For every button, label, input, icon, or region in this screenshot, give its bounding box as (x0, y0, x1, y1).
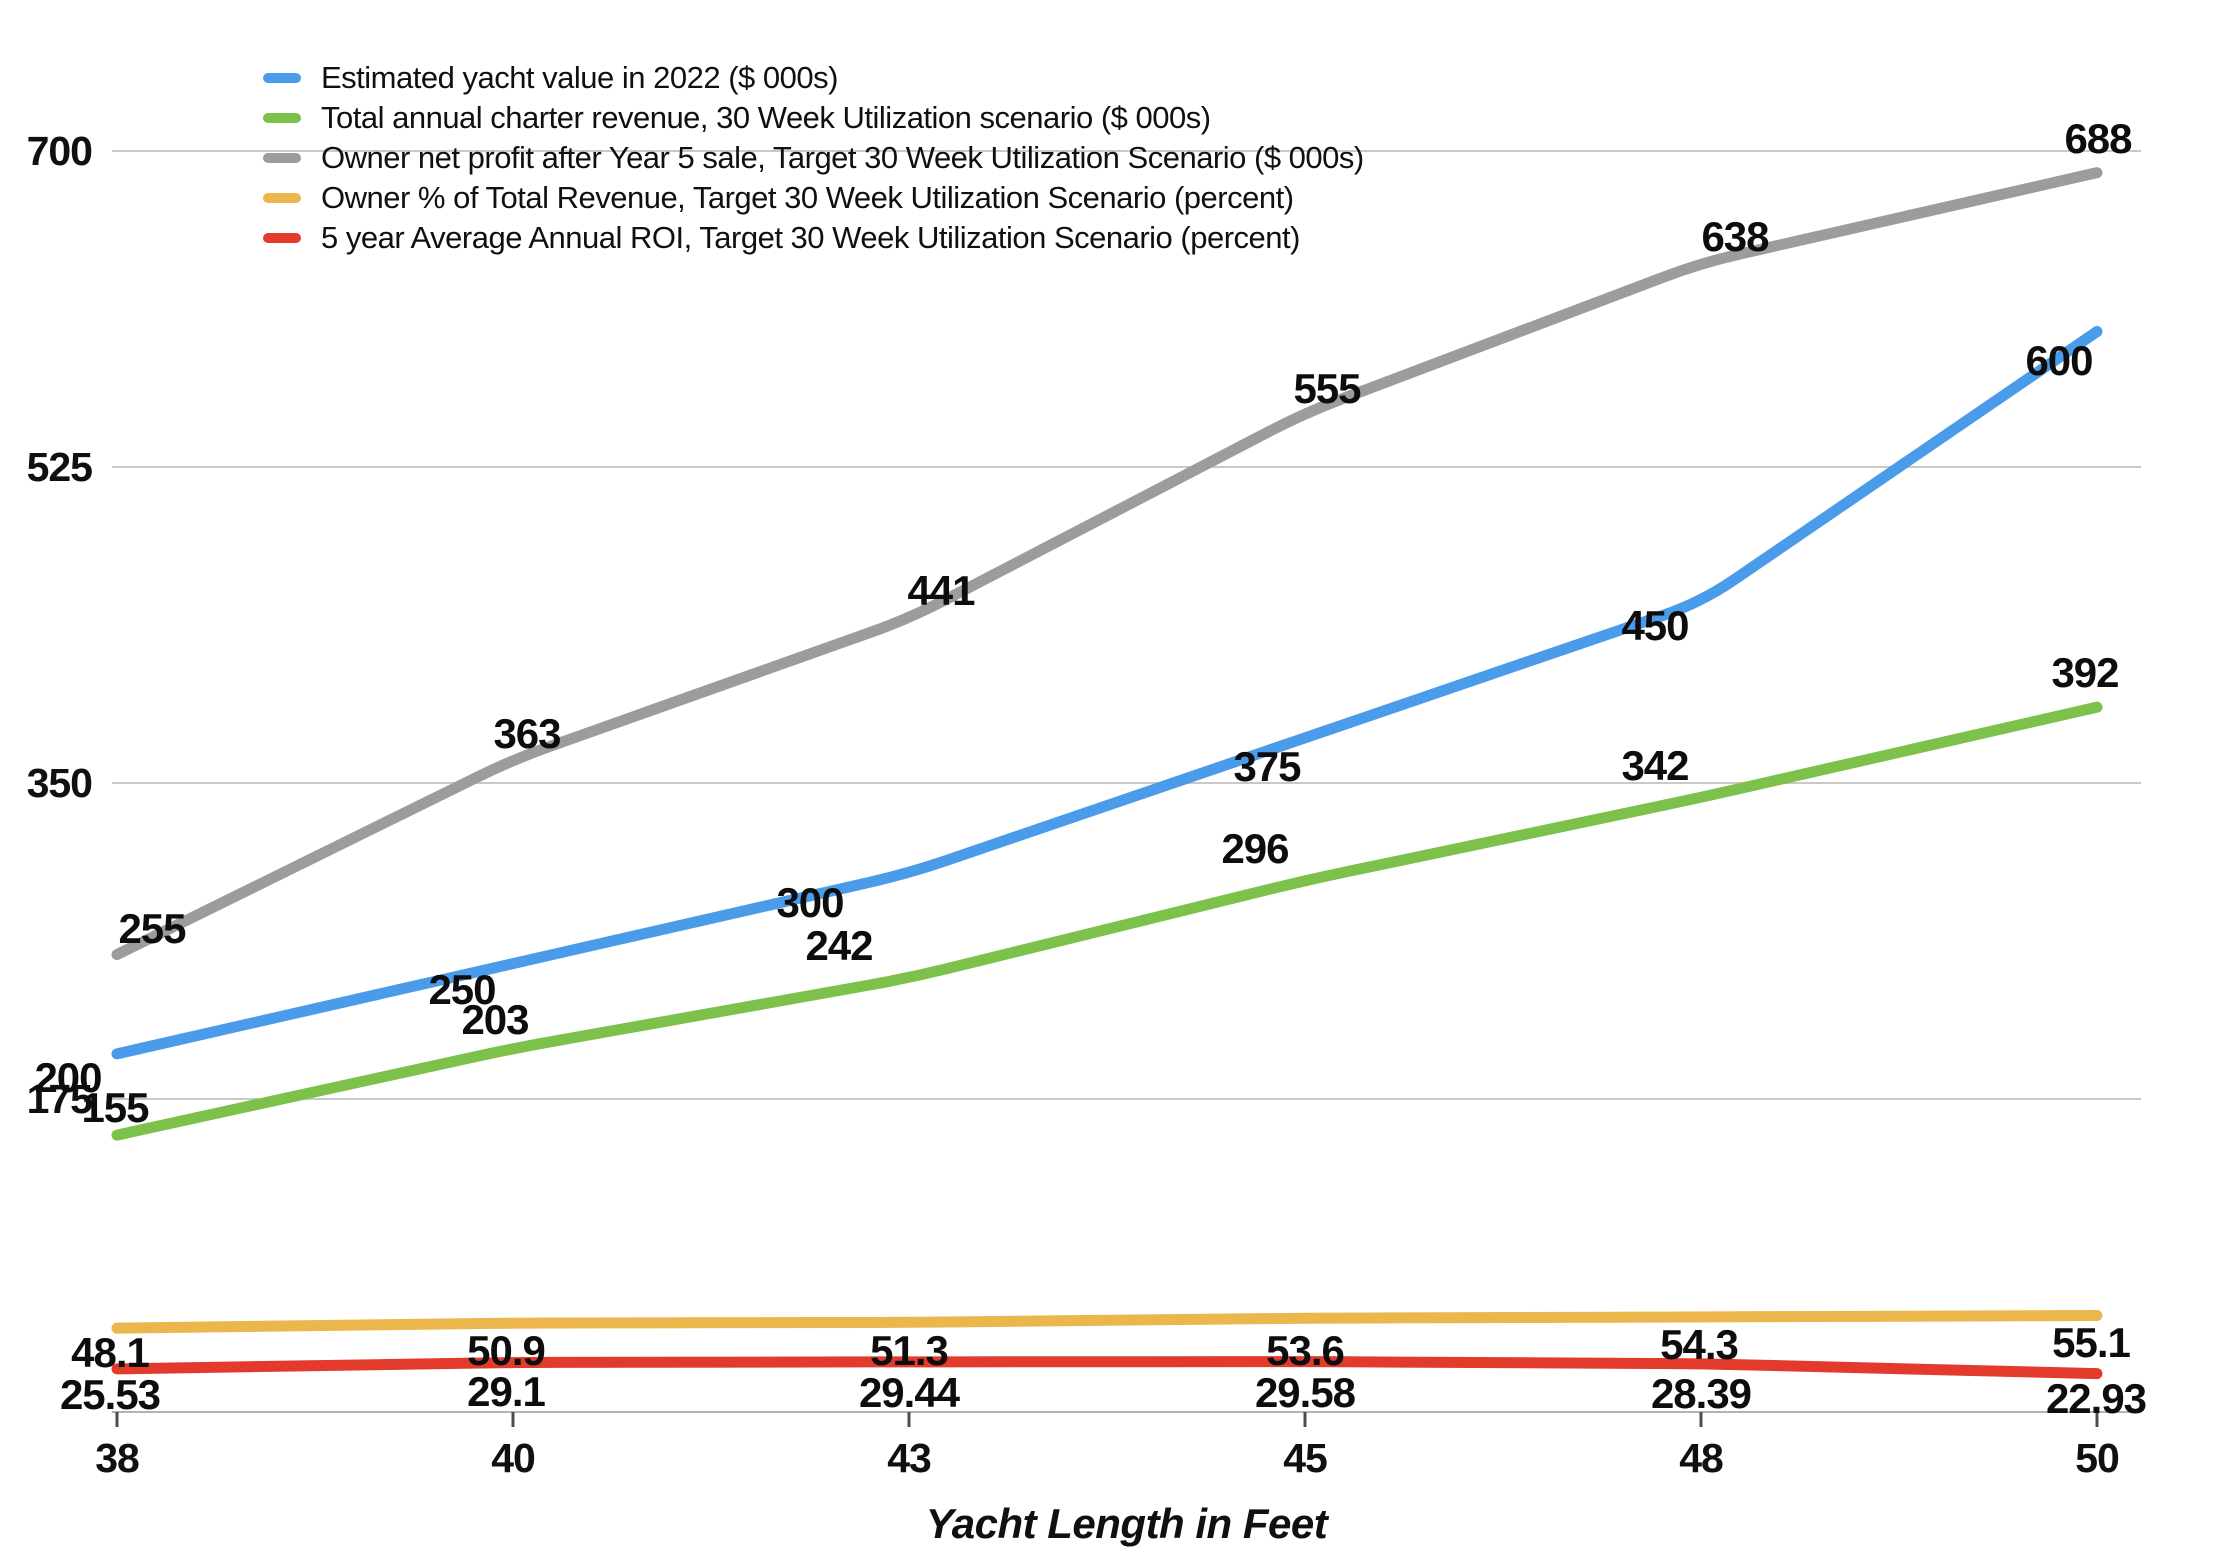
x-axis-label-43: 43 (887, 1435, 931, 1481)
y-axis-label-525: 525 (27, 444, 93, 490)
data-label-series1-pt1: 203 (461, 996, 528, 1043)
data-label-series4-pt0: 25.53 (60, 1371, 160, 1418)
legend-label: Estimated yacht value in 2022 ($ 000s) (321, 60, 838, 95)
legend-item-2: Owner net profit after Year 5 sale, Targ… (263, 138, 1364, 178)
series-line-3 (111, 1310, 2103, 1334)
x-axis-label-48: 48 (1679, 1435, 1723, 1481)
legend-swatch-icon (263, 153, 301, 163)
data-label-series3-pt5: 55.1 (2052, 1319, 2130, 1366)
data-label-series1-pt3: 296 (1221, 825, 1288, 872)
data-label-series4-pt4: 28.39 (1651, 1370, 1751, 1417)
series-line-1 (111, 701, 2103, 1141)
x-axis-label-45: 45 (1283, 1435, 1327, 1481)
legend-item-4: 5 year Average Annual ROI, Target 30 Wee… (263, 218, 1364, 258)
data-label-series2-pt2: 441 (907, 567, 975, 614)
x-axis-label-40: 40 (491, 1435, 535, 1481)
data-label-series0-pt3: 375 (1233, 743, 1301, 790)
data-label-series2-pt1: 363 (493, 710, 560, 757)
data-label-series2-pt3: 555 (1293, 365, 1361, 412)
data-label-series4-pt2: 29.44 (859, 1369, 961, 1416)
legend-label: Owner % of Total Revenue, Target 30 Week… (321, 180, 1294, 215)
data-label-series4-pt5: 22.93 (2046, 1375, 2146, 1422)
data-label-series1-pt4: 342 (1621, 742, 1688, 789)
data-label-series1-pt5: 392 (2051, 649, 2118, 696)
legend-item-3: Owner % of Total Revenue, Target 30 Week… (263, 178, 1364, 218)
series-line-2 (111, 167, 2103, 961)
data-label-series3-pt0: 48.1 (71, 1329, 149, 1376)
y-axis-label-350: 350 (27, 760, 93, 806)
data-label-series0-pt1: 250 (428, 966, 495, 1013)
y-axis-label-175: 175 (27, 1076, 93, 1122)
chart-legend: Estimated yacht value in 2022 ($ 000s) To… (263, 58, 1364, 258)
data-label-series3-pt1: 50.9 (467, 1327, 545, 1374)
series-line-0 (111, 326, 2103, 1060)
data-label-series0-pt4: 450 (1621, 602, 1688, 649)
legend-label: 5 year Average Annual ROI, Target 30 Wee… (321, 220, 1300, 255)
x-axis-label-50: 50 (2075, 1435, 2119, 1481)
data-label-series0-pt0: 200 (34, 1054, 101, 1101)
x-axis-label-38: 38 (95, 1435, 139, 1481)
legend-swatch-icon (263, 73, 301, 83)
data-label-series2-pt0: 255 (118, 905, 186, 952)
data-label-series3-pt4: 54.3 (1660, 1321, 1738, 1368)
data-label-series1-pt0: 155 (81, 1084, 149, 1131)
legend-label: Owner net profit after Year 5 sale, Targ… (321, 140, 1364, 175)
x-axis-title: Yacht Length in Feet (925, 1500, 1328, 1547)
legend-item-0: Estimated yacht value in 2022 ($ 000s) (263, 58, 1364, 98)
legend-item-1: Total annual charter revenue, 30 Week Ut… (263, 98, 1364, 138)
legend-swatch-icon (263, 233, 301, 243)
series-line-4 (111, 1356, 2103, 1380)
legend-swatch-icon (263, 193, 301, 203)
legend-swatch-icon (263, 113, 301, 123)
data-label-series0-pt5: 600 (2025, 337, 2092, 384)
y-axis-label-700: 700 (27, 128, 93, 174)
data-label-series2-pt5: 688 (2064, 115, 2132, 162)
data-label-series4-pt3: 29.58 (1255, 1369, 1356, 1416)
data-label-series3-pt2: 51.3 (870, 1327, 948, 1374)
legend-label: Total annual charter revenue, 30 Week Ut… (321, 100, 1211, 135)
data-label-series2-pt4: 638 (1701, 213, 1769, 260)
data-label-series3-pt3: 53.6 (1266, 1327, 1344, 1374)
data-label-series4-pt1: 29.1 (467, 1368, 545, 1415)
data-label-series0-pt2: 300 (776, 879, 843, 926)
data-label-series1-pt2: 242 (805, 922, 872, 969)
